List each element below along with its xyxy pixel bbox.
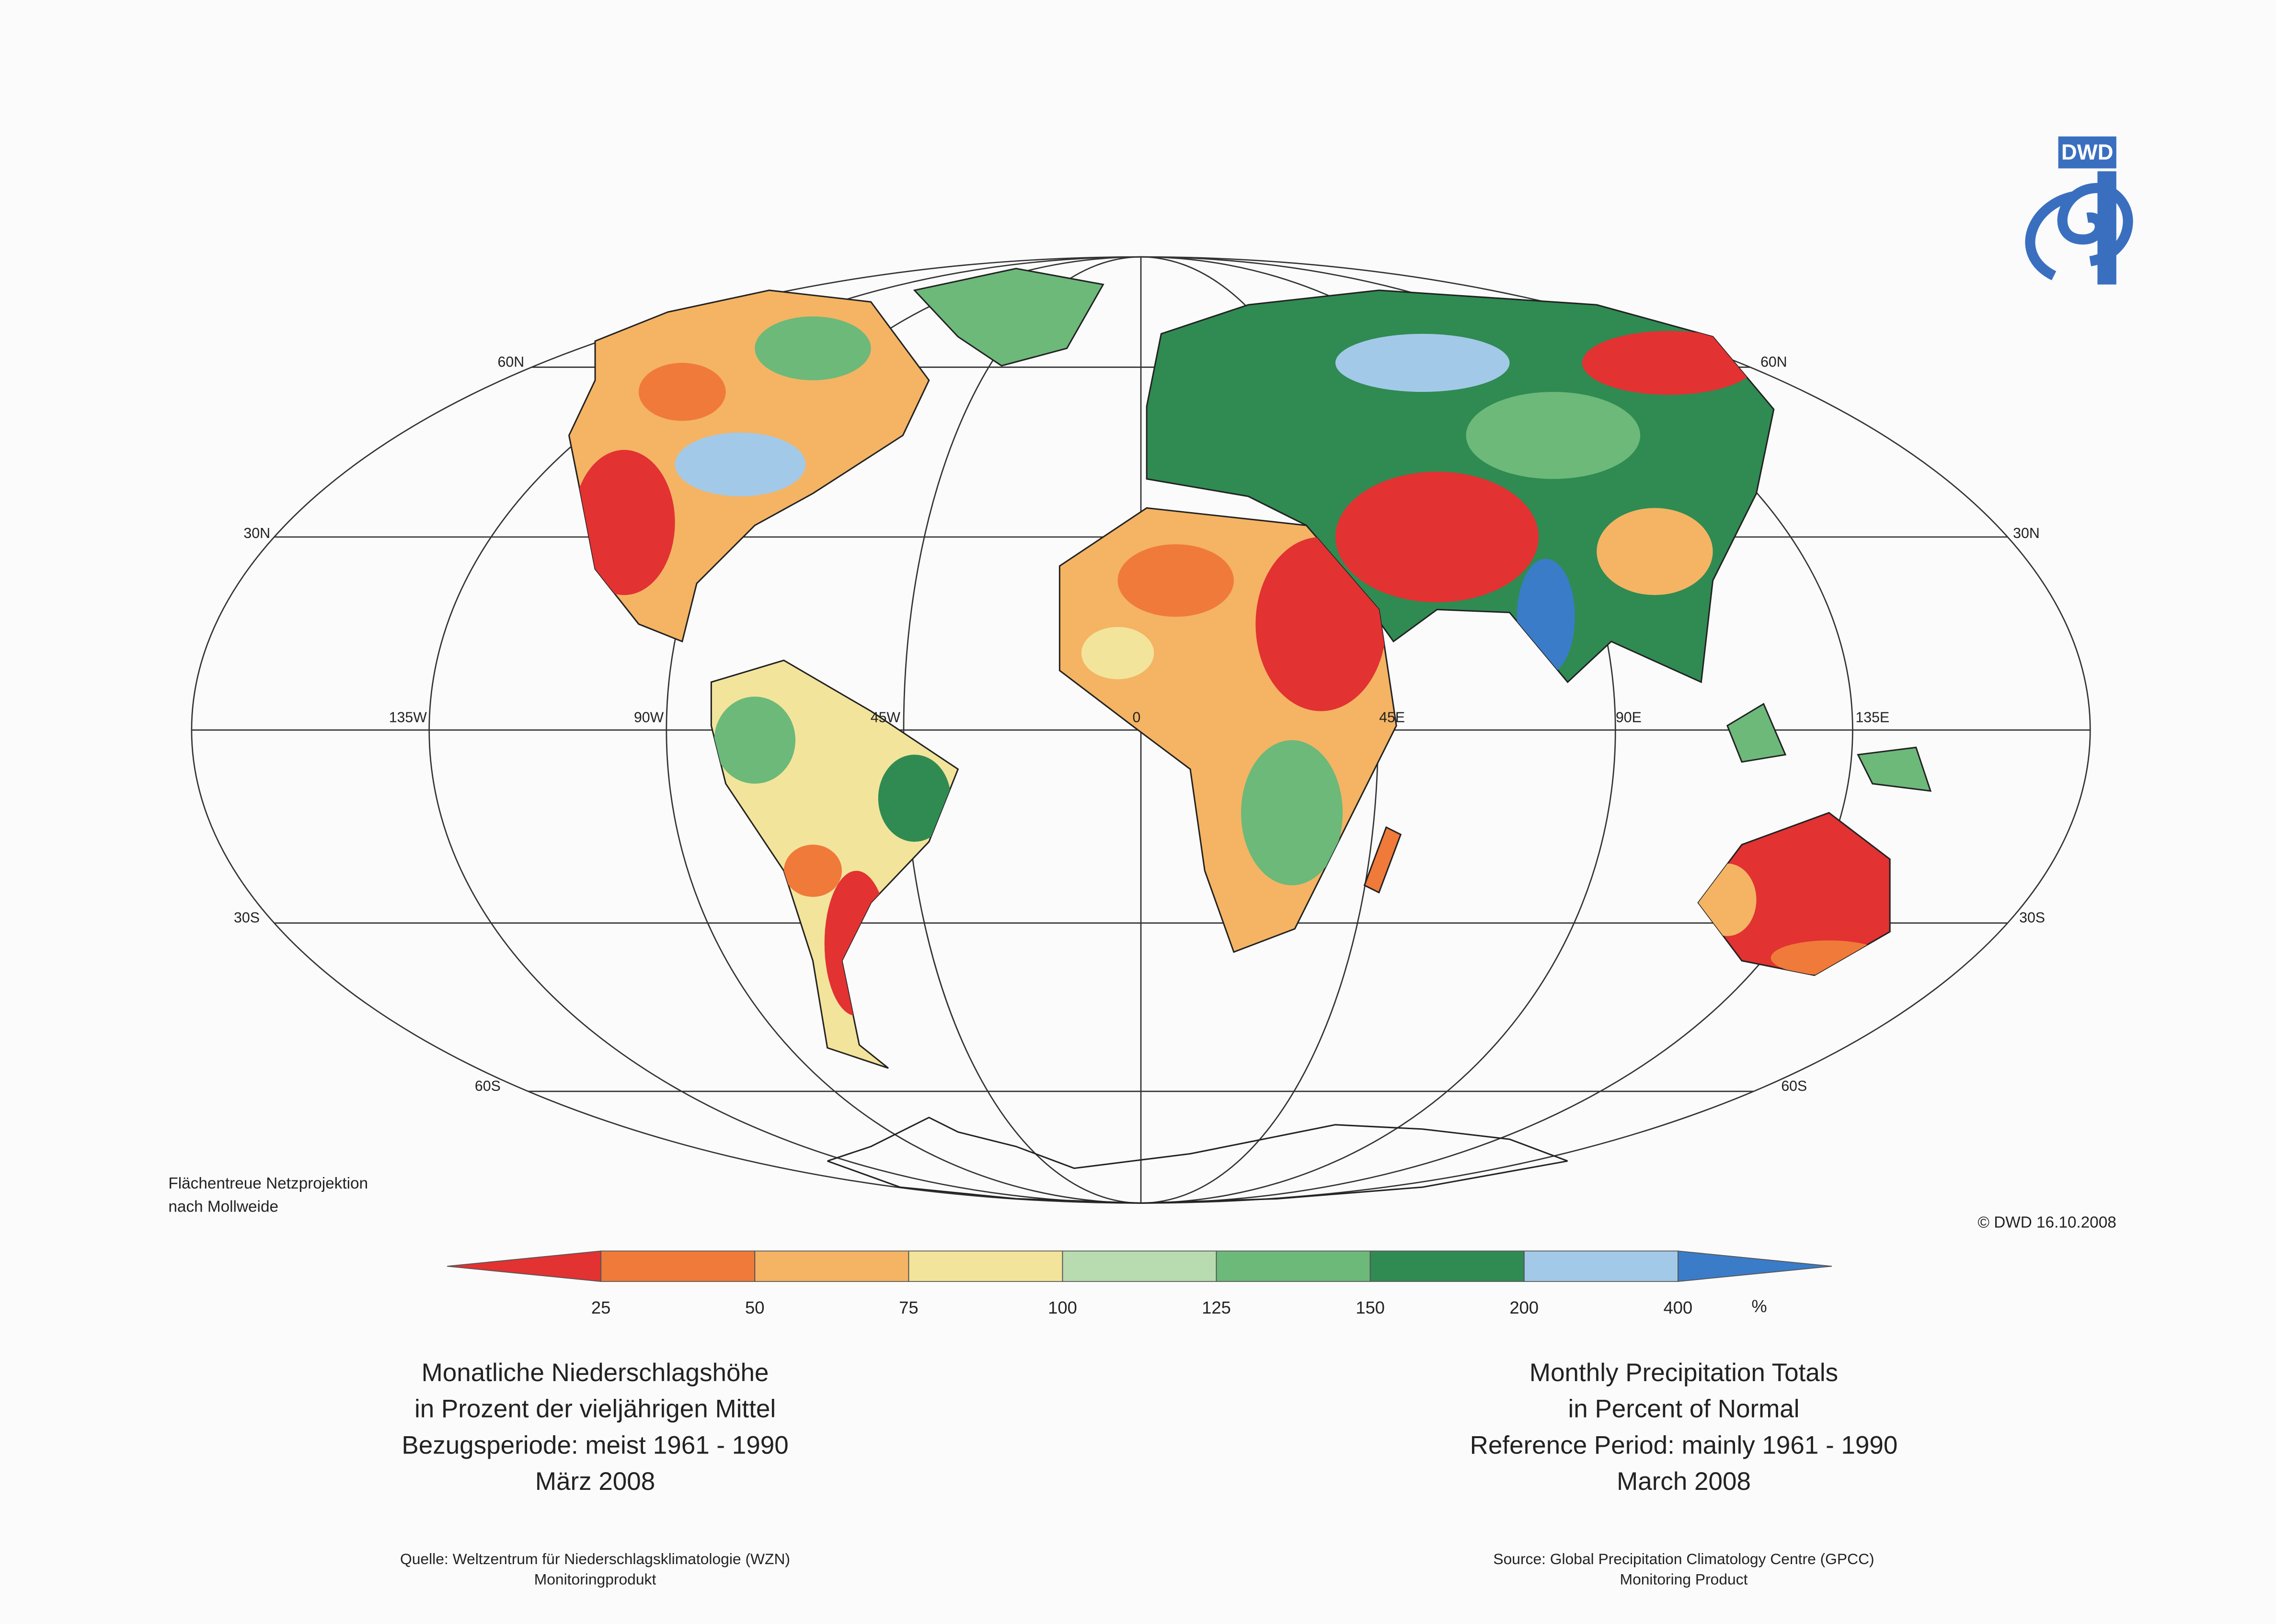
latitude-label: 60N bbox=[498, 354, 525, 370]
legend-swatch bbox=[1062, 1250, 1217, 1282]
source-line: Source: Global Precipitation Climatology… bbox=[1493, 1550, 1874, 1567]
region bbox=[638, 363, 726, 421]
region bbox=[573, 450, 675, 595]
legend-tick-label: 150 bbox=[1356, 1298, 1385, 1317]
longitude-label: 135W bbox=[389, 710, 427, 726]
title-line: Reference Period: mainly 1961 - 1990 bbox=[1470, 1431, 1898, 1459]
source-line: Monitoringprodukt bbox=[534, 1570, 656, 1588]
latitude-label: 30S bbox=[2019, 910, 2045, 926]
projection-note: nach Mollweide bbox=[168, 1198, 278, 1215]
region bbox=[1582, 331, 1757, 395]
title-line: Monatliche Niederschlagshöhe bbox=[422, 1359, 769, 1387]
legend-swatch bbox=[1216, 1250, 1371, 1282]
texts: 60N 60N 30N 30N 30S 30S 60S 60S 135W 90W 45W 0 45E 90… bbox=[168, 354, 2116, 1588]
antarctica bbox=[827, 1116, 1568, 1204]
legend-tick-label: 75 bbox=[899, 1298, 918, 1317]
region bbox=[1117, 544, 1234, 617]
madagascar bbox=[1363, 826, 1402, 894]
logo: DWD bbox=[2025, 136, 2133, 285]
region bbox=[1597, 508, 1713, 595]
legend-unit: % bbox=[1751, 1296, 1767, 1316]
legend-swatch bbox=[908, 1250, 1063, 1282]
title-line: März 2008 bbox=[535, 1467, 655, 1496]
title-line: in Percent of Normal bbox=[1568, 1395, 1799, 1423]
region bbox=[783, 845, 842, 897]
legend-tick-label: 125 bbox=[1202, 1298, 1231, 1317]
legend-tick-label: 100 bbox=[1048, 1298, 1077, 1317]
longitude-label: 45E bbox=[1379, 710, 1405, 726]
meridian bbox=[666, 256, 1141, 1204]
region bbox=[675, 432, 806, 497]
longitude-label: 0 bbox=[1133, 710, 1141, 726]
latitude-label: 60S bbox=[475, 1078, 501, 1094]
region bbox=[1241, 740, 1343, 885]
australia bbox=[1697, 812, 1891, 976]
legend-swatch bbox=[754, 1250, 909, 1282]
legend-tick-label: 25 bbox=[591, 1298, 610, 1317]
latitude-label: 30N bbox=[2013, 526, 2040, 541]
title-line: Bezugsperiode: meist 1961 - 1990 bbox=[402, 1431, 788, 1459]
legend: 25 50 75 100 125 150 200 400% bbox=[447, 1250, 1832, 1317]
region bbox=[1081, 627, 1154, 679]
region bbox=[714, 697, 796, 784]
legend-tick-label: 50 bbox=[745, 1298, 764, 1317]
region bbox=[1255, 537, 1387, 711]
region bbox=[755, 316, 871, 380]
legend-swatch bbox=[1523, 1250, 1678, 1282]
copyright: © DWD 16.10.2008 bbox=[1977, 1214, 2116, 1232]
greenland bbox=[913, 267, 1104, 367]
legend-tick-label: 400 bbox=[1664, 1298, 1693, 1317]
latitude-label: 30N bbox=[243, 526, 270, 541]
legend-swatch bbox=[600, 1250, 756, 1282]
legend-tick-label: 200 bbox=[1509, 1298, 1539, 1317]
longitude-label: 135E bbox=[1855, 710, 1889, 726]
region bbox=[1335, 333, 1510, 392]
title-line: March 2008 bbox=[1617, 1467, 1751, 1496]
logo-text: DWD bbox=[2061, 140, 2114, 164]
latitude-label: 60S bbox=[1781, 1078, 1807, 1094]
source-line: Monitoring Product bbox=[1620, 1570, 1748, 1588]
longitude-label: 45W bbox=[871, 710, 901, 726]
longitude-label: 90E bbox=[1616, 710, 1642, 726]
title-line: in Prozent der vieljährigen Mittel bbox=[414, 1395, 776, 1423]
logo-box bbox=[2058, 136, 2116, 169]
region bbox=[1335, 471, 1539, 603]
islands bbox=[1726, 703, 1932, 792]
continents bbox=[568, 267, 1932, 1204]
source-line: Quelle: Weltzentrum für Niederschlagskli… bbox=[400, 1550, 790, 1567]
region bbox=[1466, 392, 1641, 479]
longitude-label: 90W bbox=[634, 710, 664, 726]
logo-spiral bbox=[2025, 183, 2133, 281]
latitude-label: 30S bbox=[234, 910, 260, 926]
latitude-label: 60N bbox=[1760, 354, 1787, 370]
legend-swatch bbox=[1369, 1250, 1525, 1282]
region bbox=[878, 755, 951, 842]
title-line: Monthly Precipitation Totals bbox=[1529, 1359, 1838, 1387]
projection-note: Flächentreue Netzprojektion bbox=[168, 1175, 368, 1192]
